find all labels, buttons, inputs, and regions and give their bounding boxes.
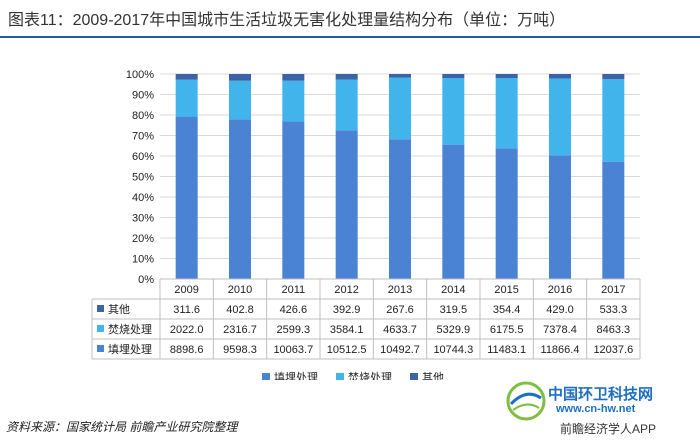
table-cell-value: 12037.6	[593, 344, 633, 356]
table-cell-value: 267.6	[386, 304, 414, 316]
bar-segment	[549, 74, 571, 79]
table-legend-swatch	[97, 325, 104, 332]
table-cell-value: 2022.0	[170, 324, 204, 336]
chart-title: 图表11：2009-2017年中国城市生活垃圾无害化处理量结构分布（单位：万吨）	[8, 12, 566, 29]
y-tick-label: 10%	[132, 254, 154, 266]
x-tick-label: 2017	[601, 284, 625, 296]
table-cell-value: 3584.1	[330, 324, 364, 336]
table-cell-value: 10063.7	[273, 344, 313, 356]
table-cell-value: 11483.1	[487, 344, 526, 356]
y-tick-label: 60%	[132, 151, 154, 163]
table-cell-value: 8463.3	[597, 324, 631, 336]
bar-segment	[389, 77, 411, 140]
y-tick-label: 70%	[132, 131, 154, 143]
bar-segment	[549, 78, 571, 156]
bar-segment	[175, 79, 198, 117]
watermark-url: www.cn-hw.net	[556, 403, 636, 415]
bar-segment	[282, 80, 305, 122]
table-cell-value: 6175.5	[490, 324, 524, 336]
table-cell-value: 10492.7	[380, 344, 420, 356]
table-cell-value: 429.0	[546, 304, 574, 316]
x-tick-label: 2009	[174, 284, 198, 296]
bar-segment	[175, 74, 198, 80]
bar-segment	[549, 155, 571, 279]
table-cell-value: 319.5	[440, 304, 468, 316]
table-cell-value: 10744.3	[433, 344, 473, 356]
legend-label: 其他	[422, 371, 444, 380]
bar-segment	[495, 78, 518, 149]
bar-segment	[602, 74, 625, 80]
table-cell-value: 426.6	[280, 304, 308, 316]
table-cell-value: 4633.7	[383, 324, 417, 336]
x-tick-label: 2016	[548, 284, 572, 296]
table-cell-value: 311.6	[173, 304, 200, 316]
bar-segment	[442, 144, 465, 279]
table-row-label: 焚烧处理	[108, 323, 152, 336]
x-tick-label: 2011	[282, 284, 306, 296]
bar-segment	[335, 79, 358, 131]
x-tick-label: 2012	[334, 284, 358, 296]
bar-segment	[335, 130, 358, 279]
table-cell-value: 392.9	[333, 304, 361, 316]
bar-segment	[229, 80, 251, 120]
table-legend-swatch	[97, 345, 104, 352]
x-tick-label: 2015	[494, 284, 518, 296]
bar-segment	[602, 161, 625, 279]
legend-label: 焚烧处理	[348, 371, 392, 380]
legend-swatch	[262, 373, 270, 380]
bar-segment	[175, 116, 198, 280]
title-divider	[0, 36, 700, 38]
stacked-percent-bar-chart: 0% 10% 20% 30% 40% 50% 60% 70% 80% 90% 100% 2009 201…	[91, 69, 641, 380]
legend-swatch	[336, 373, 344, 380]
watermark-app: 前瞻经济学人APP	[560, 422, 657, 436]
bar-segment	[389, 139, 411, 279]
globe-logo-icon	[506, 381, 546, 421]
y-tick-label: 40%	[132, 192, 154, 204]
table-cell-value: 354.4	[493, 304, 521, 316]
legend-label: 填埋处理	[274, 370, 318, 380]
y-tick-label: 0%	[138, 274, 154, 286]
bar-segment	[495, 148, 518, 279]
table-cell-value: 402.8	[226, 304, 254, 316]
table-cell-value: 10512.5	[327, 344, 367, 356]
table-cell-value: 11866.4	[541, 344, 580, 356]
table-row-label: 其他	[108, 303, 130, 316]
bar-segment	[229, 74, 251, 81]
x-tick-label: 2013	[388, 284, 412, 296]
bar-segment	[602, 79, 625, 162]
y-tick-label: 90%	[132, 90, 154, 102]
legend-swatch	[410, 373, 418, 380]
bar-segment	[282, 74, 305, 81]
watermark-brand: 中国环卫科技网	[548, 386, 654, 403]
x-tick-label: 2010	[228, 284, 252, 296]
table-cell-value: 9598.3	[223, 344, 257, 356]
table-cell-value: 2599.3	[277, 324, 311, 336]
table-cell-value: 2316.7	[223, 324, 257, 336]
bar-segment	[442, 74, 465, 78]
y-tick-label: 80%	[132, 110, 154, 122]
bar-segment	[389, 74, 411, 78]
table-row-label: 填埋处理	[108, 342, 152, 356]
table-cell-value: 5329.9	[437, 324, 471, 336]
source-note: 资料来源：国家统计局 前瞻产业研究院整理	[6, 420, 238, 434]
table-legend-swatch	[97, 305, 104, 312]
y-tick-label: 100%	[126, 69, 154, 81]
table-cell-value: 7378.4	[543, 324, 577, 336]
y-tick-label: 50%	[132, 172, 154, 184]
bar-segment	[229, 119, 251, 279]
table-cell-value: 8898.6	[170, 344, 204, 356]
x-tick-label: 2014	[441, 284, 465, 296]
bar-segment	[495, 74, 518, 79]
table-cell-value: 533.3	[600, 304, 628, 316]
y-tick-label: 30%	[132, 213, 154, 225]
bar-segment	[442, 77, 465, 145]
y-tick-label: 20%	[132, 233, 154, 245]
bar-segment	[282, 121, 305, 279]
bar-segment	[335, 74, 358, 80]
